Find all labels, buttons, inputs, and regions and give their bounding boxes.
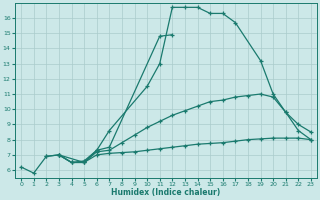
X-axis label: Humidex (Indice chaleur): Humidex (Indice chaleur): [111, 188, 221, 197]
